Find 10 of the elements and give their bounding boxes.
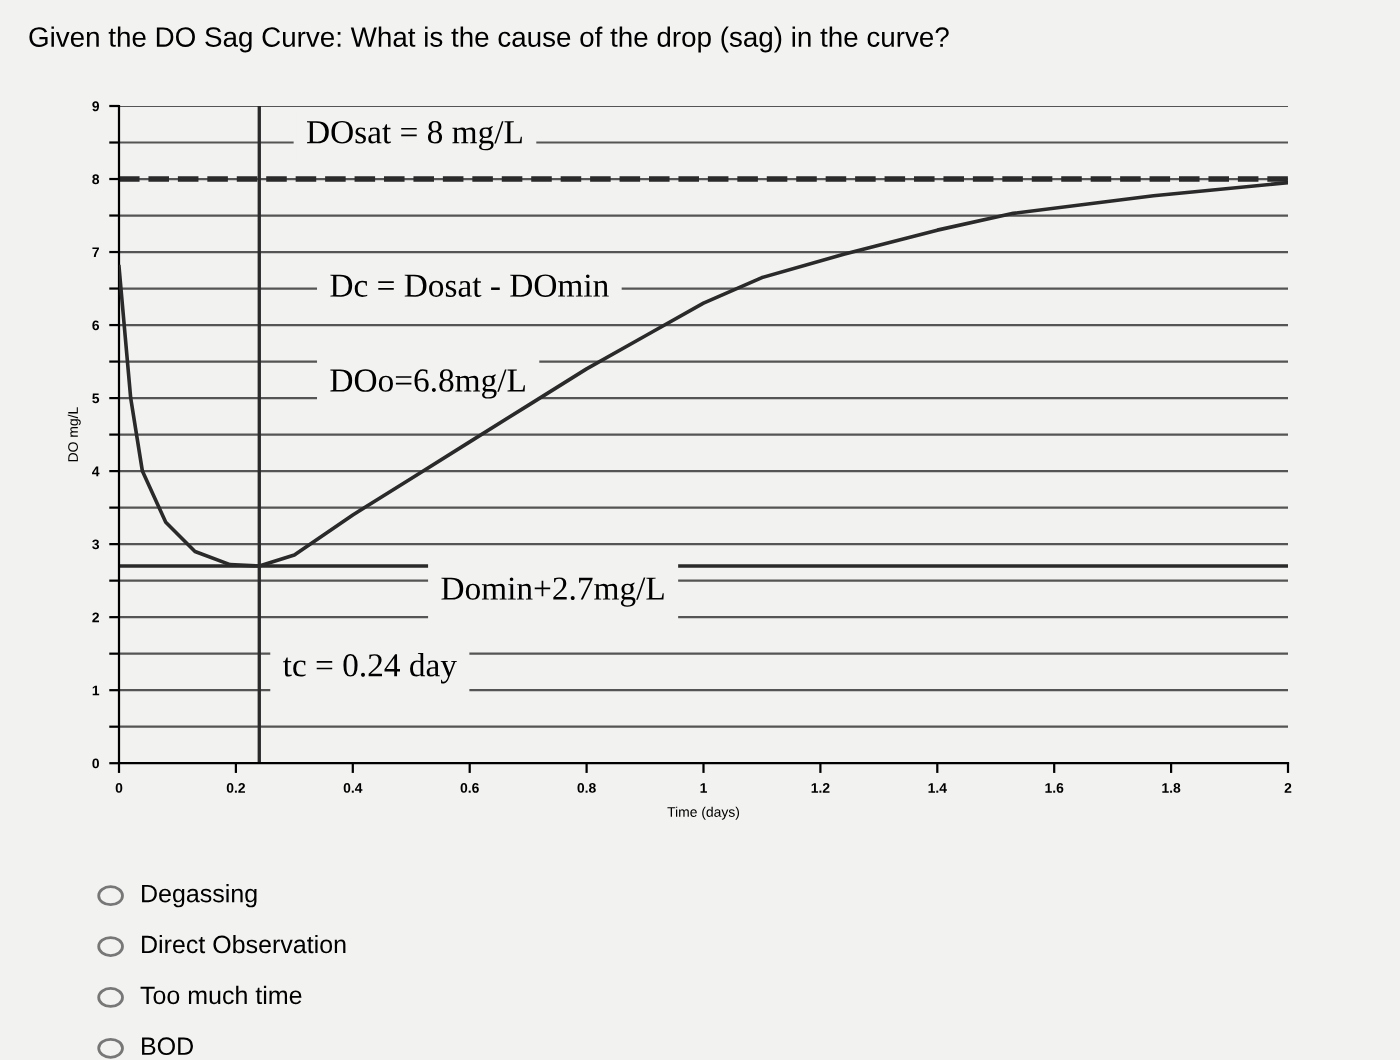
annotation: Dc = Dosat - DOmin bbox=[330, 274, 609, 297]
text: Degassing bbox=[142, 884, 257, 908]
chart-title: Given the DO Sag Curve: What is the cause of the drop (sag) in the curve? bbox=[29, 26, 949, 53]
ref-line-label: tc = 0.24 day bbox=[282, 653, 457, 684]
text: Direct Observation bbox=[142, 934, 346, 954]
ref-line-label: Domin+2.7mg/L bbox=[441, 577, 664, 607]
ref-line-label: DOsat = 8 mg/L bbox=[307, 120, 522, 151]
annotation: DOo=6.8mg/L bbox=[330, 369, 525, 399]
text: BOD bbox=[142, 1037, 193, 1056]
text: Too much time bbox=[140, 985, 302, 1005]
